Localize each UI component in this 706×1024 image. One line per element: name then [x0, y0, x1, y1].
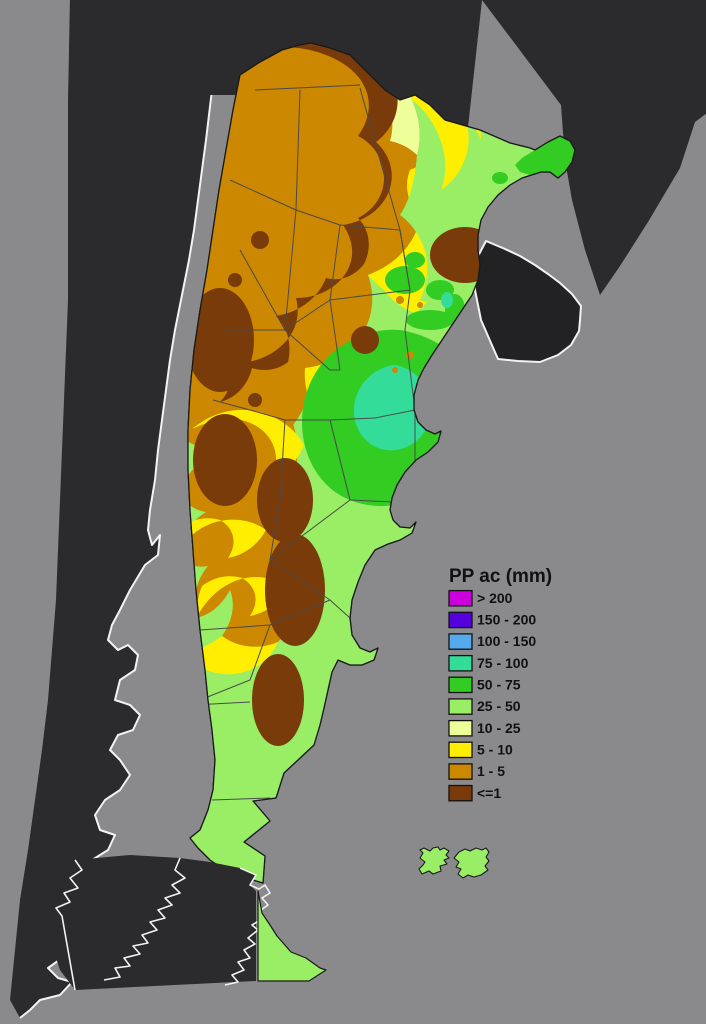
svg-text:50 - 75: 50 - 75 [477, 677, 521, 693]
svg-text:PP ac (mm): PP ac (mm) [449, 566, 552, 587]
svg-text:> 200: > 200 [477, 590, 513, 606]
svg-text:25 - 50: 25 - 50 [477, 698, 521, 714]
svg-text:150 - 200: 150 - 200 [477, 612, 536, 628]
svg-text:100 - 150: 100 - 150 [477, 633, 536, 649]
svg-text:1 - 5: 1 - 5 [477, 763, 505, 779]
svg-text:75 - 100: 75 - 100 [477, 655, 529, 671]
svg-text:<=1: <=1 [477, 785, 501, 801]
svg-text:5 - 10: 5 - 10 [477, 742, 513, 758]
svg-text:10 - 25: 10 - 25 [477, 720, 521, 736]
